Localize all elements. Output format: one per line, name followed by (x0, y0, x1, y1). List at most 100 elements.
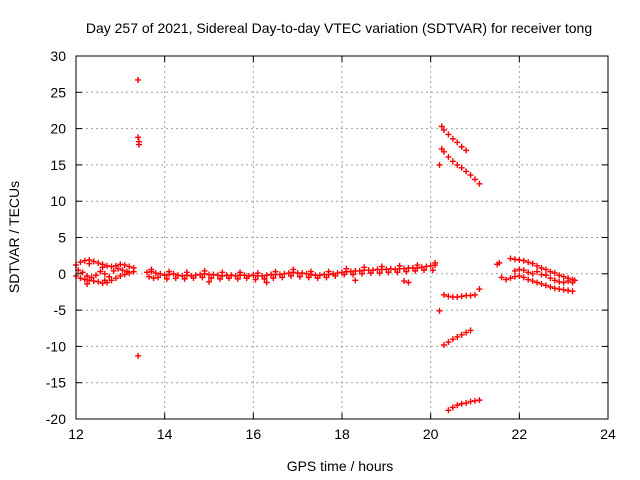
data-point (440, 291, 447, 298)
data-point (88, 274, 95, 281)
data-point (551, 277, 558, 284)
data-point (560, 286, 567, 293)
data-point (458, 331, 465, 338)
data-point (183, 269, 190, 276)
data-point (467, 398, 474, 405)
data-point (445, 407, 452, 414)
data-point (507, 255, 514, 262)
data-point (525, 276, 532, 283)
data-point (440, 148, 447, 155)
data-point (90, 278, 97, 285)
data-point (92, 272, 99, 279)
data-point (343, 265, 350, 272)
data-point (525, 259, 532, 266)
data-point (110, 267, 117, 274)
data-point (361, 264, 368, 271)
data-point (445, 153, 452, 160)
data-point (534, 268, 541, 275)
data-point (161, 272, 168, 279)
data-point (121, 262, 128, 269)
data-point (405, 279, 412, 286)
data-point (376, 270, 383, 277)
data-point (467, 327, 474, 334)
data-point (394, 269, 401, 276)
data-points (73, 76, 578, 414)
data-point (429, 267, 436, 274)
data-point (250, 272, 257, 279)
data-point (556, 272, 563, 279)
y-tick-label: 30 (50, 48, 66, 64)
data-point (436, 161, 443, 168)
data-point (243, 275, 250, 282)
data-point (463, 329, 470, 336)
data-point (542, 282, 549, 289)
data-point (412, 267, 419, 274)
data-point (190, 275, 197, 282)
data-point (263, 279, 270, 286)
y-tick-labels: -20 -15 -10 -5 0 5 10 15 20 25 30 (46, 48, 66, 427)
data-point (279, 274, 286, 281)
data-point (79, 269, 86, 276)
data-point (288, 272, 295, 279)
data-point (511, 256, 518, 263)
data-point (520, 267, 527, 274)
data-point (516, 266, 523, 273)
data-point (314, 275, 321, 282)
data-point (534, 279, 541, 286)
data-point (217, 275, 224, 282)
data-point (436, 307, 443, 314)
data-point (387, 265, 394, 272)
data-point (463, 168, 470, 175)
data-point (206, 278, 212, 285)
data-point (290, 266, 297, 273)
x-tick-label: 24 (600, 426, 616, 442)
data-point (325, 268, 332, 275)
data-point (163, 275, 170, 282)
data-point (438, 123, 445, 130)
data-point (529, 270, 536, 277)
data-point (367, 270, 374, 277)
data-point (210, 271, 217, 278)
y-tick-label: 25 (50, 84, 66, 100)
data-point (84, 272, 91, 279)
data-point (565, 278, 572, 285)
data-point (414, 262, 421, 269)
y-tick-label: -15 (46, 375, 66, 391)
data-point (401, 278, 408, 285)
data-point (423, 263, 430, 270)
data-point (135, 76, 142, 83)
data-point (449, 135, 456, 142)
y-tick-label: -20 (46, 411, 66, 427)
data-point (520, 274, 527, 281)
data-point (378, 263, 385, 270)
data-point (507, 275, 514, 282)
data-point (252, 276, 259, 283)
data-point (152, 270, 159, 277)
data-point (117, 261, 124, 268)
data-point (181, 275, 188, 282)
data-point (467, 292, 474, 299)
x-tick-label: 22 (512, 426, 528, 442)
data-point (472, 176, 478, 183)
data-point (350, 271, 357, 278)
data-point (307, 268, 314, 275)
data-point (445, 293, 452, 300)
data-point (458, 143, 465, 150)
data-point (303, 270, 310, 277)
data-point (296, 273, 303, 280)
data-point (234, 275, 241, 282)
data-point (454, 333, 461, 340)
data-point (503, 276, 510, 283)
y-tick-label: 15 (50, 157, 66, 173)
data-point (199, 274, 206, 281)
data-point (547, 275, 554, 282)
data-point (155, 274, 162, 281)
data-point (208, 275, 215, 282)
data-point (77, 275, 84, 282)
data-point (560, 273, 567, 280)
data-point (201, 267, 208, 274)
data-point (135, 141, 142, 148)
x-tick-labels: 12 14 16 18 20 22 24 (68, 426, 616, 442)
data-point (148, 266, 155, 273)
data-point (104, 262, 111, 269)
